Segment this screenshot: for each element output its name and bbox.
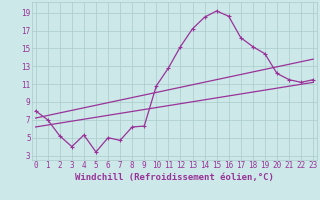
X-axis label: Windchill (Refroidissement éolien,°C): Windchill (Refroidissement éolien,°C) — [75, 173, 274, 182]
